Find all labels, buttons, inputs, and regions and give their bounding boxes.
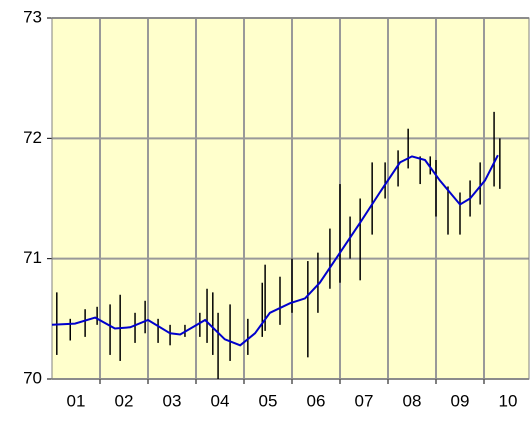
x-tick-label: 02 [115, 391, 134, 410]
y-tick-label: 73 [23, 7, 42, 26]
y-tick-label: 71 [23, 248, 42, 267]
y-tick-label: 72 [23, 128, 42, 147]
x-tick-label: 09 [451, 391, 470, 410]
x-tick-label: 04 [211, 391, 230, 410]
plot-border [51, 17, 530, 380]
x-tick-label: 10 [499, 391, 518, 410]
x-tick-label: 01 [67, 391, 86, 410]
plot-area [52, 18, 529, 379]
x-tick-label: 08 [403, 391, 422, 410]
y-tick-label: 70 [23, 368, 42, 387]
x-tick-label: 03 [163, 391, 182, 410]
x-tick-label: 07 [355, 391, 374, 410]
x-tick-label: 06 [307, 391, 326, 410]
x-tick-label: 05 [259, 391, 278, 410]
trend-line [51, 154, 499, 347]
